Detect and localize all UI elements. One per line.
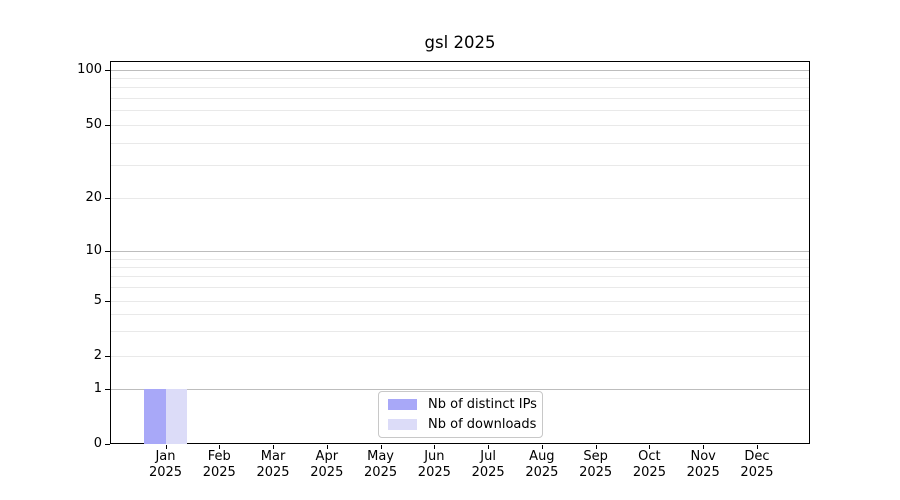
major-gridline — [111, 251, 809, 252]
x-tick-label: Sep — [583, 449, 608, 464]
x-tick-year-label: 2025 — [202, 464, 236, 480]
y-tick-label: 100 — [77, 61, 102, 77]
legend-swatch-downloads — [388, 419, 417, 430]
minor-gridline — [111, 314, 809, 316]
x-tick-label: Nov — [690, 449, 716, 464]
minor-gridline — [111, 110, 809, 112]
major-gridline — [111, 300, 809, 302]
y-tick-label: 1 — [93, 381, 102, 396]
plot-area — [110, 61, 810, 444]
x-tick-year-label: 2025 — [525, 464, 559, 480]
legend-item-distinct-ips: Nb of distinct IPs — [388, 397, 537, 412]
y-tick — [105, 251, 110, 252]
major-gridline — [111, 125, 809, 126]
y-tick-label: 20 — [85, 189, 102, 205]
minor-gridline — [111, 276, 809, 278]
minor-gridline — [111, 258, 809, 260]
major-gridline — [111, 69, 809, 71]
major-gridline — [111, 356, 809, 357]
x-tick-label: Dec — [744, 449, 770, 464]
y-tick — [105, 300, 110, 302]
x-tick-label: Jun — [424, 449, 445, 464]
x-tick-year-label: 2025 — [417, 464, 451, 480]
x-tick — [703, 445, 705, 449]
minor-gridline — [111, 142, 809, 144]
y-tick-label: 2 — [93, 348, 102, 363]
x-tick — [165, 445, 167, 449]
y-tick — [105, 197, 110, 199]
minor-gridline — [111, 331, 809, 333]
major-gridline — [111, 389, 809, 390]
legend: Nb of distinct IPs Nb of downloads — [378, 391, 543, 438]
y-tick — [105, 389, 110, 390]
x-tick — [649, 445, 651, 449]
y-tick-label: 5 — [93, 292, 102, 308]
x-tick-year-label: 2025 — [256, 464, 290, 480]
x-tick-year-label: 2025 — [740, 464, 774, 480]
x-tick-year-label: 2025 — [310, 464, 344, 480]
y-tick — [105, 125, 110, 126]
y-tick — [105, 356, 110, 357]
x-tick-year-label: 2025 — [471, 464, 505, 480]
x-tick-label: Oct — [638, 449, 661, 464]
legend-swatch-distinct-ips — [388, 399, 417, 410]
minor-gridline — [111, 98, 809, 100]
x-tick — [219, 445, 221, 449]
y-tick-label: 50 — [85, 117, 102, 132]
x-tick-label: Feb — [207, 449, 231, 464]
x-tick-year-label: 2025 — [686, 464, 720, 480]
x-tick — [488, 445, 490, 449]
major-gridline — [111, 197, 809, 199]
y-tick — [105, 69, 110, 71]
y-tick — [105, 444, 110, 445]
x-tick-year-label: 2025 — [148, 464, 183, 480]
minor-gridline — [111, 266, 809, 268]
minor-gridline — [111, 165, 809, 167]
x-tick-label: Apr — [315, 449, 339, 464]
x-tick-label: May — [367, 449, 395, 464]
x-tick — [380, 445, 382, 449]
bar-distinct-ips — [144, 389, 166, 444]
x-tick-label: Jan — [155, 449, 176, 464]
x-tick — [595, 445, 597, 449]
minor-gridline — [111, 77, 809, 79]
x-tick-year-label: 2025 — [632, 464, 666, 480]
x-tick — [326, 445, 328, 449]
minor-gridline — [111, 87, 809, 89]
legend-label-distinct-ips: Nb of distinct IPs — [428, 397, 537, 412]
minor-gridline — [111, 287, 809, 289]
x-tick — [434, 445, 436, 449]
legend-item-downloads: Nb of downloads — [388, 417, 537, 432]
x-tick — [756, 445, 758, 449]
legend-label-downloads: Nb of downloads — [428, 417, 537, 432]
x-tick-year-label: 2025 — [579, 464, 613, 480]
x-tick-label: Mar — [260, 449, 286, 464]
x-tick — [273, 445, 275, 449]
x-tick-year-label: 2025 — [364, 464, 398, 480]
x-tick-label: Jul — [480, 449, 496, 464]
y-tick-label: 0 — [93, 436, 102, 451]
bar-downloads — [165, 389, 187, 444]
chart-title: gsl 2025 — [424, 33, 496, 52]
x-tick — [541, 445, 543, 449]
y-tick-label: 10 — [85, 243, 102, 258]
x-tick-label: Aug — [529, 449, 555, 464]
